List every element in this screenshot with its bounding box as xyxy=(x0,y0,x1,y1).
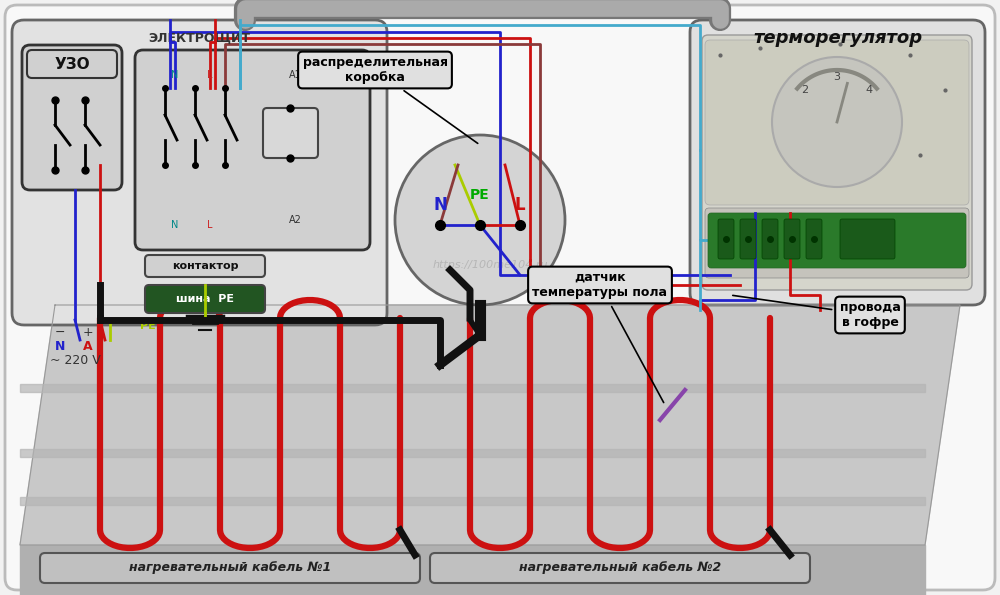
Text: N: N xyxy=(55,340,65,352)
FancyBboxPatch shape xyxy=(40,553,420,583)
Text: ЭЛЕКТРОЩИТ: ЭЛЕКТРОЩИТ xyxy=(148,32,250,45)
Text: PE: PE xyxy=(140,321,156,331)
Text: 3: 3 xyxy=(834,72,840,82)
FancyBboxPatch shape xyxy=(145,285,265,313)
Text: нагревательный кабель №2: нагревательный кабель №2 xyxy=(519,562,721,575)
FancyBboxPatch shape xyxy=(430,553,810,583)
FancyBboxPatch shape xyxy=(702,35,972,290)
Polygon shape xyxy=(20,449,925,457)
Text: ~ 220 V: ~ 220 V xyxy=(50,353,100,367)
Text: A2: A2 xyxy=(289,215,301,225)
Polygon shape xyxy=(20,384,925,392)
Text: терморегулятор: терморегулятор xyxy=(753,29,922,47)
Text: https://100me104.ru: https://100me104.ru xyxy=(432,260,548,270)
Text: шина  PE: шина PE xyxy=(176,294,234,304)
Text: нагревательный кабель №1: нагревательный кабель №1 xyxy=(129,562,331,575)
FancyBboxPatch shape xyxy=(840,219,895,259)
FancyBboxPatch shape xyxy=(705,40,969,205)
Text: 4: 4 xyxy=(865,85,872,95)
Text: L: L xyxy=(515,196,525,214)
FancyBboxPatch shape xyxy=(705,208,969,278)
FancyBboxPatch shape xyxy=(784,219,800,259)
FancyBboxPatch shape xyxy=(145,255,265,277)
FancyBboxPatch shape xyxy=(12,20,387,325)
FancyBboxPatch shape xyxy=(690,20,985,305)
Polygon shape xyxy=(20,545,925,595)
Text: −: − xyxy=(55,325,65,339)
Text: PE: PE xyxy=(470,188,490,202)
Text: +: + xyxy=(83,325,93,339)
Text: N: N xyxy=(171,70,179,80)
Text: датчик
температуры пола: датчик температуры пола xyxy=(532,271,668,403)
FancyBboxPatch shape xyxy=(740,219,756,259)
Circle shape xyxy=(395,135,565,305)
Circle shape xyxy=(772,57,902,187)
Text: N: N xyxy=(171,220,179,230)
FancyBboxPatch shape xyxy=(135,50,370,250)
FancyBboxPatch shape xyxy=(762,219,778,259)
FancyBboxPatch shape xyxy=(806,219,822,259)
Text: УЗО: УЗО xyxy=(54,57,90,71)
FancyBboxPatch shape xyxy=(263,108,318,158)
Text: A1: A1 xyxy=(289,70,301,80)
FancyBboxPatch shape xyxy=(708,213,966,268)
Text: L: L xyxy=(207,70,213,80)
FancyBboxPatch shape xyxy=(27,50,117,78)
Polygon shape xyxy=(20,305,960,545)
FancyBboxPatch shape xyxy=(718,219,734,259)
Text: N: N xyxy=(433,196,447,214)
Text: 2: 2 xyxy=(802,85,809,95)
Text: провода
в гофре: провода в гофре xyxy=(733,295,900,329)
FancyBboxPatch shape xyxy=(5,5,995,590)
Text: распределительная
коробка: распределительная коробка xyxy=(302,56,478,143)
Text: L: L xyxy=(207,220,213,230)
Text: контактор: контактор xyxy=(172,261,238,271)
Text: A: A xyxy=(83,340,93,352)
Polygon shape xyxy=(20,497,925,505)
FancyBboxPatch shape xyxy=(22,45,122,190)
